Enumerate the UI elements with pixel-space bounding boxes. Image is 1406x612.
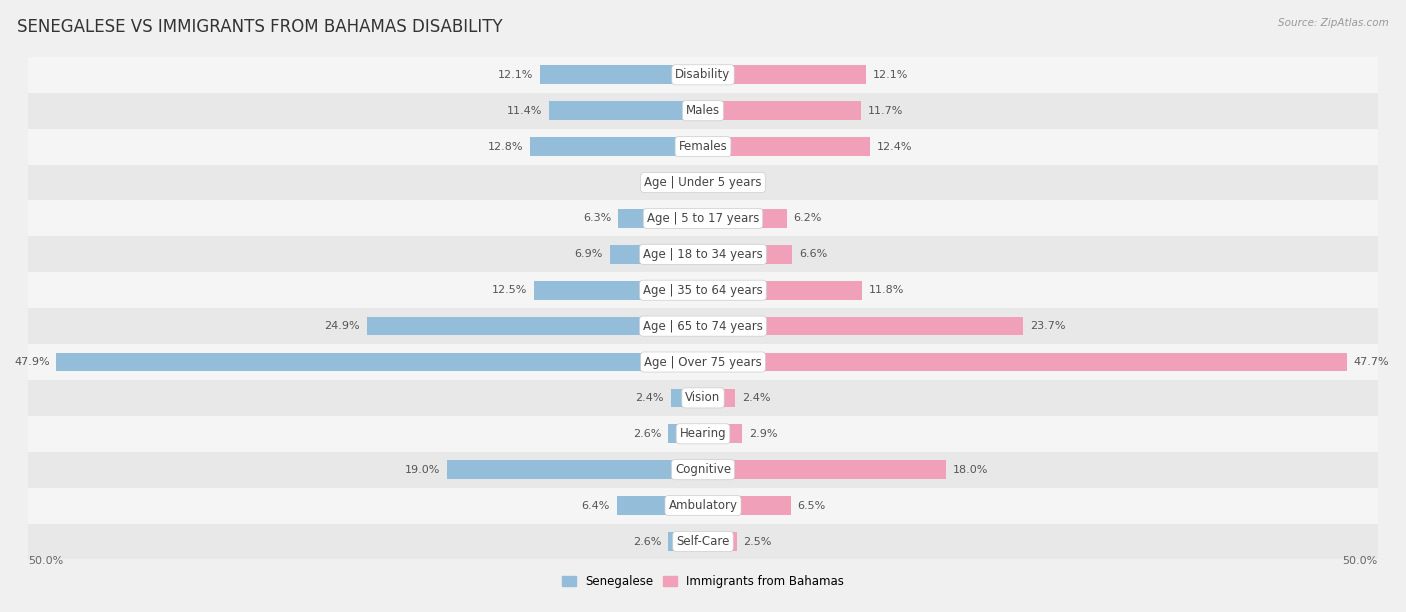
Text: 6.3%: 6.3%: [583, 214, 612, 223]
Text: Age | 35 to 64 years: Age | 35 to 64 years: [643, 284, 763, 297]
Bar: [28, 452, 1378, 488]
Text: 12.8%: 12.8%: [488, 141, 523, 152]
Text: 6.6%: 6.6%: [799, 249, 827, 259]
Bar: [703, 65, 866, 84]
Text: 47.9%: 47.9%: [14, 357, 49, 367]
Bar: [367, 317, 703, 335]
Text: 11.4%: 11.4%: [508, 106, 543, 116]
Text: Age | Under 5 years: Age | Under 5 years: [644, 176, 762, 189]
Bar: [28, 344, 1378, 380]
Text: 19.0%: 19.0%: [405, 465, 440, 475]
Bar: [610, 245, 703, 264]
Bar: [703, 460, 946, 479]
Text: Age | 65 to 74 years: Age | 65 to 74 years: [643, 319, 763, 332]
Legend: Senegalese, Immigrants from Bahamas: Senegalese, Immigrants from Bahamas: [557, 570, 849, 592]
Text: 2.5%: 2.5%: [744, 537, 772, 547]
Bar: [28, 416, 1378, 452]
Bar: [28, 201, 1378, 236]
Bar: [534, 281, 703, 299]
Text: 6.9%: 6.9%: [575, 249, 603, 259]
Bar: [28, 93, 1378, 129]
Bar: [686, 173, 703, 192]
Bar: [540, 65, 703, 84]
Text: 12.1%: 12.1%: [873, 70, 908, 80]
Bar: [703, 353, 1347, 371]
Bar: [703, 137, 870, 156]
Bar: [703, 317, 1024, 335]
Text: 2.6%: 2.6%: [633, 429, 661, 439]
Text: 6.2%: 6.2%: [793, 214, 823, 223]
Text: Males: Males: [686, 104, 720, 118]
Text: 1.2%: 1.2%: [651, 177, 681, 187]
Text: 11.7%: 11.7%: [868, 106, 903, 116]
Text: Hearing: Hearing: [679, 427, 727, 440]
Bar: [703, 281, 862, 299]
Text: 6.4%: 6.4%: [582, 501, 610, 510]
Text: 2.9%: 2.9%: [749, 429, 778, 439]
Bar: [703, 389, 735, 407]
Bar: [671, 389, 703, 407]
Text: 2.6%: 2.6%: [633, 537, 661, 547]
Text: 11.8%: 11.8%: [869, 285, 904, 295]
Bar: [668, 425, 703, 443]
Bar: [28, 523, 1378, 559]
Bar: [703, 425, 742, 443]
Text: 12.4%: 12.4%: [877, 141, 912, 152]
Text: 12.1%: 12.1%: [498, 70, 533, 80]
Text: SENEGALESE VS IMMIGRANTS FROM BAHAMAS DISABILITY: SENEGALESE VS IMMIGRANTS FROM BAHAMAS DI…: [17, 18, 502, 36]
Bar: [530, 137, 703, 156]
Bar: [28, 488, 1378, 523]
Bar: [703, 245, 792, 264]
Text: 1.2%: 1.2%: [725, 177, 755, 187]
Bar: [56, 353, 703, 371]
Bar: [28, 380, 1378, 416]
Text: Source: ZipAtlas.com: Source: ZipAtlas.com: [1278, 18, 1389, 28]
Text: 12.5%: 12.5%: [492, 285, 527, 295]
Text: 2.4%: 2.4%: [636, 393, 664, 403]
Text: Ambulatory: Ambulatory: [668, 499, 738, 512]
Bar: [703, 496, 790, 515]
Text: 18.0%: 18.0%: [953, 465, 988, 475]
Text: 6.5%: 6.5%: [797, 501, 825, 510]
Bar: [28, 272, 1378, 308]
Text: Cognitive: Cognitive: [675, 463, 731, 476]
Bar: [619, 209, 703, 228]
Text: 47.7%: 47.7%: [1354, 357, 1389, 367]
Text: Vision: Vision: [685, 392, 721, 405]
Bar: [28, 308, 1378, 344]
Bar: [703, 209, 787, 228]
Bar: [28, 129, 1378, 165]
Bar: [617, 496, 703, 515]
Text: Disability: Disability: [675, 69, 731, 81]
Text: Females: Females: [679, 140, 727, 153]
Bar: [28, 165, 1378, 201]
Text: 50.0%: 50.0%: [28, 556, 63, 566]
Bar: [28, 57, 1378, 93]
Text: 50.0%: 50.0%: [1343, 556, 1378, 566]
Bar: [703, 532, 737, 551]
Bar: [550, 102, 703, 120]
Text: Age | Over 75 years: Age | Over 75 years: [644, 356, 762, 368]
Bar: [703, 173, 720, 192]
Text: Age | 5 to 17 years: Age | 5 to 17 years: [647, 212, 759, 225]
Bar: [28, 236, 1378, 272]
Text: 2.4%: 2.4%: [742, 393, 770, 403]
Bar: [447, 460, 703, 479]
Text: Age | 18 to 34 years: Age | 18 to 34 years: [643, 248, 763, 261]
Text: 23.7%: 23.7%: [1029, 321, 1066, 331]
Bar: [668, 532, 703, 551]
Bar: [703, 102, 860, 120]
Text: 24.9%: 24.9%: [325, 321, 360, 331]
Text: Self-Care: Self-Care: [676, 535, 730, 548]
